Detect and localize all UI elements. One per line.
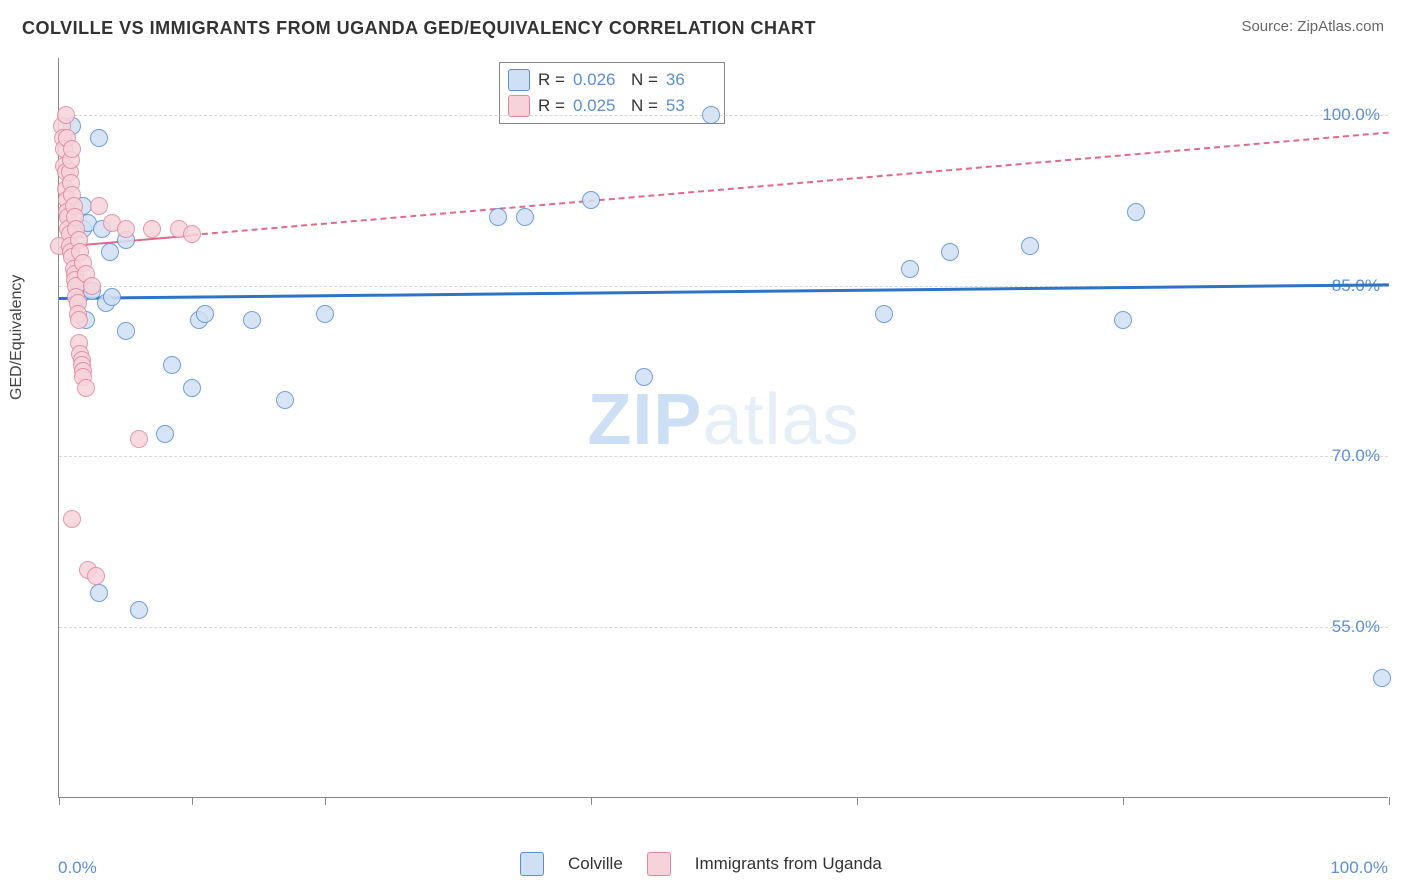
- data-point: [196, 305, 214, 323]
- watermark-zip: ZIP: [587, 380, 702, 460]
- x-tick: [325, 797, 326, 805]
- watermark: ZIPatlas: [587, 379, 859, 461]
- legend-label: Immigrants from Uganda: [695, 854, 882, 874]
- data-point: [276, 391, 294, 409]
- data-point: [117, 220, 135, 238]
- data-point: [103, 288, 121, 306]
- data-point: [1114, 311, 1132, 329]
- data-point: [90, 584, 108, 602]
- x-axis-min-label: 0.0%: [58, 858, 97, 878]
- y-tick-label: 70.0%: [1332, 446, 1380, 466]
- data-point: [87, 567, 105, 585]
- x-tick: [591, 797, 592, 805]
- gridline: [59, 456, 1388, 457]
- trend-line: [192, 132, 1389, 236]
- data-point: [183, 225, 201, 243]
- data-point: [63, 140, 81, 158]
- data-point: [130, 601, 148, 619]
- data-point: [1127, 203, 1145, 221]
- data-point: [183, 379, 201, 397]
- data-point: [875, 305, 893, 323]
- stat-r-value: 0.026: [573, 70, 623, 90]
- x-tick: [1123, 797, 1124, 805]
- x-tick: [857, 797, 858, 805]
- y-tick-label: 100.0%: [1322, 105, 1380, 125]
- data-point: [90, 197, 108, 215]
- y-axis-label: GED/Equivalency: [8, 275, 26, 400]
- data-point: [70, 311, 88, 329]
- legend-swatch: [508, 69, 530, 91]
- stat-n-value: 36: [666, 70, 716, 90]
- data-point: [83, 277, 101, 295]
- data-point: [901, 260, 919, 278]
- data-point: [130, 430, 148, 448]
- legend-swatch: [647, 852, 671, 876]
- gridline: [59, 627, 1388, 628]
- data-point: [143, 220, 161, 238]
- data-point: [316, 305, 334, 323]
- source-attribution: Source: ZipAtlas.com: [1241, 18, 1384, 35]
- data-point: [101, 243, 119, 261]
- stat-r-label: R =: [538, 96, 565, 116]
- gridline: [59, 115, 1388, 116]
- data-point: [90, 129, 108, 147]
- data-point: [117, 322, 135, 340]
- data-point: [702, 106, 720, 124]
- data-point: [489, 208, 507, 226]
- stats-row: R = 0.026 N = 36: [508, 67, 716, 93]
- stat-n-label: N =: [631, 96, 658, 116]
- watermark-rest: atlas: [702, 380, 859, 460]
- x-tick: [1389, 797, 1390, 805]
- legend-label: Colville: [568, 854, 623, 874]
- scatter-chart: ZIPatlas R =0.026N =36R =0.025N =53 55.0…: [58, 58, 1388, 798]
- data-point: [63, 510, 81, 528]
- y-tick-label: 55.0%: [1332, 617, 1380, 637]
- x-axis-max-label: 100.0%: [1330, 858, 1388, 878]
- data-point: [941, 243, 959, 261]
- data-point: [156, 425, 174, 443]
- stat-n-label: N =: [631, 70, 658, 90]
- legend-swatch: [508, 95, 530, 117]
- data-point: [243, 311, 261, 329]
- x-tick: [59, 797, 60, 805]
- data-point: [57, 106, 75, 124]
- stat-r-value: 0.025: [573, 96, 623, 116]
- series-legend: Colville Immigrants from Uganda: [520, 852, 882, 876]
- data-point: [163, 356, 181, 374]
- stat-r-label: R =: [538, 70, 565, 90]
- data-point: [635, 368, 653, 386]
- legend-swatch: [520, 852, 544, 876]
- data-point: [77, 379, 95, 397]
- x-tick: [192, 797, 193, 805]
- data-point: [1021, 237, 1039, 255]
- chart-title: COLVILLE VS IMMIGRANTS FROM UGANDA GED/E…: [22, 18, 816, 39]
- data-point: [1373, 669, 1391, 687]
- data-point: [516, 208, 534, 226]
- data-point: [582, 191, 600, 209]
